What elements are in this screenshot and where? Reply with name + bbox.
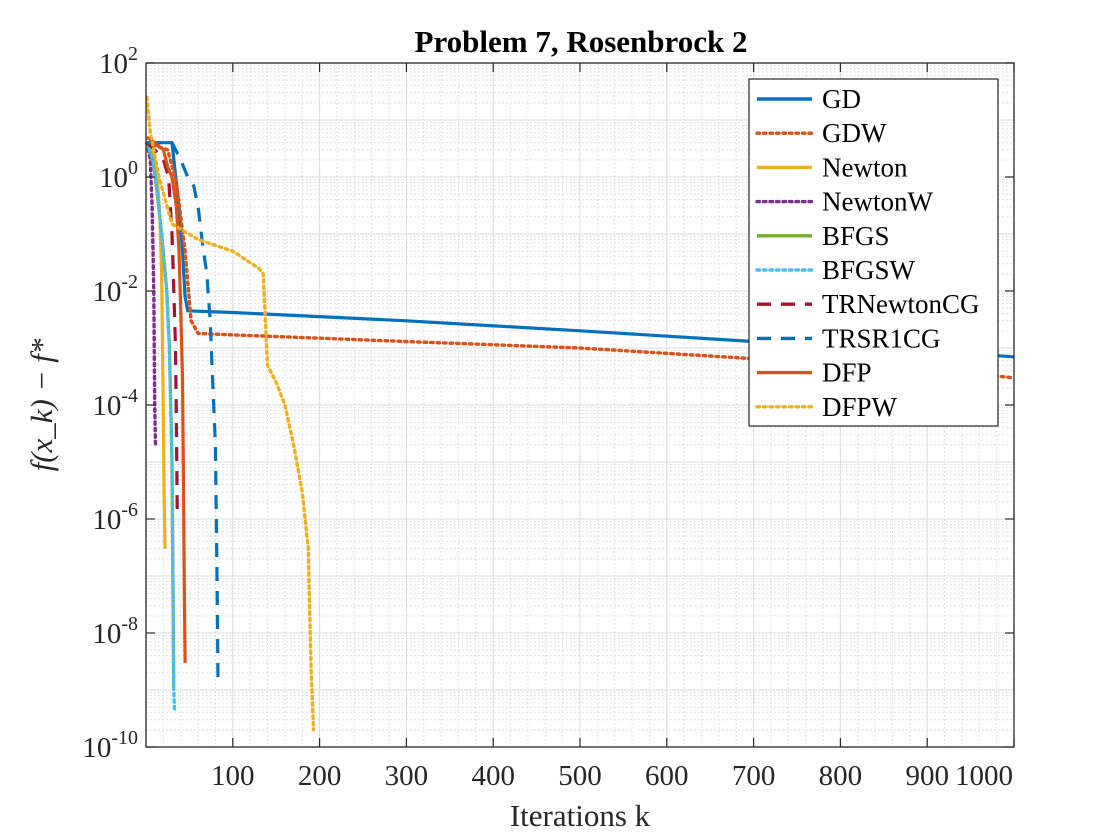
- legend-label-trsr1cg: TRSR1CG: [822, 323, 941, 353]
- y-tick-label: 10-2: [92, 271, 138, 308]
- y-tick-label: 102: [99, 43, 138, 80]
- y-tick-label: 100: [99, 157, 138, 194]
- x-tick-label: 1000: [955, 760, 1013, 792]
- series-line-dfpw: [145, 95, 316, 732]
- x-tick-label: 900: [905, 760, 949, 792]
- series-line-newtonw: [145, 141, 158, 447]
- legend: GD GDW Newton NewtonW BFGS BFGSW TRNewtonCG TRS…: [748, 78, 999, 427]
- x-tick-label: 700: [732, 760, 776, 792]
- chart-title: Problem 7, Rosenbrock 2: [415, 24, 748, 59]
- x-tick-label: 500: [558, 760, 602, 792]
- legend-label-gd: GD: [822, 84, 861, 114]
- x-tick-label: 600: [645, 760, 689, 792]
- y-tick-label: 10-4: [92, 385, 138, 422]
- y-tick-label: 10-8: [92, 613, 138, 650]
- legend-label-dfp: DFP: [822, 358, 872, 388]
- minor-grid: [146, 63, 1014, 747]
- x-tick-label: 800: [819, 760, 863, 792]
- x-tick-label: 300: [385, 760, 429, 792]
- legend-label-bfgsw: BFGSW: [822, 255, 916, 285]
- legend-label-trnewtoncg: TRNewtonCG: [822, 289, 980, 319]
- x-axis-label: Iterations k: [510, 798, 651, 833]
- series-line-trnewtoncg: [145, 141, 179, 510]
- x-tick-label: 400: [471, 760, 515, 792]
- series-line-bfgsw: [145, 141, 177, 715]
- tick-marks: [146, 62, 1015, 748]
- legend-label-newtonw: NewtonW: [822, 187, 933, 217]
- x-tick-label: 100: [211, 760, 255, 792]
- series-line-trsr1cg: [146, 141, 220, 681]
- legend-label-newton: Newton: [822, 152, 908, 182]
- y-tick-label: 10-10: [82, 727, 138, 764]
- x-tick-labels: 100 200 300 400 500 600 700 800 900 1000: [211, 760, 1013, 792]
- legend-label-dfpw: DFPW: [822, 392, 898, 422]
- legend-box: [748, 78, 999, 427]
- legend-label-gdw: GDW: [822, 118, 887, 148]
- x-tick-label: 200: [298, 760, 342, 792]
- y-axis-label: f(x_k) − f*: [24, 338, 59, 471]
- legend-label-bfgs: BFGS: [822, 221, 890, 251]
- y-tick-labels: 102 100 10-2 10-4 10-6 10-8 10-10: [82, 43, 138, 764]
- y-tick-label: 10-6: [92, 499, 138, 536]
